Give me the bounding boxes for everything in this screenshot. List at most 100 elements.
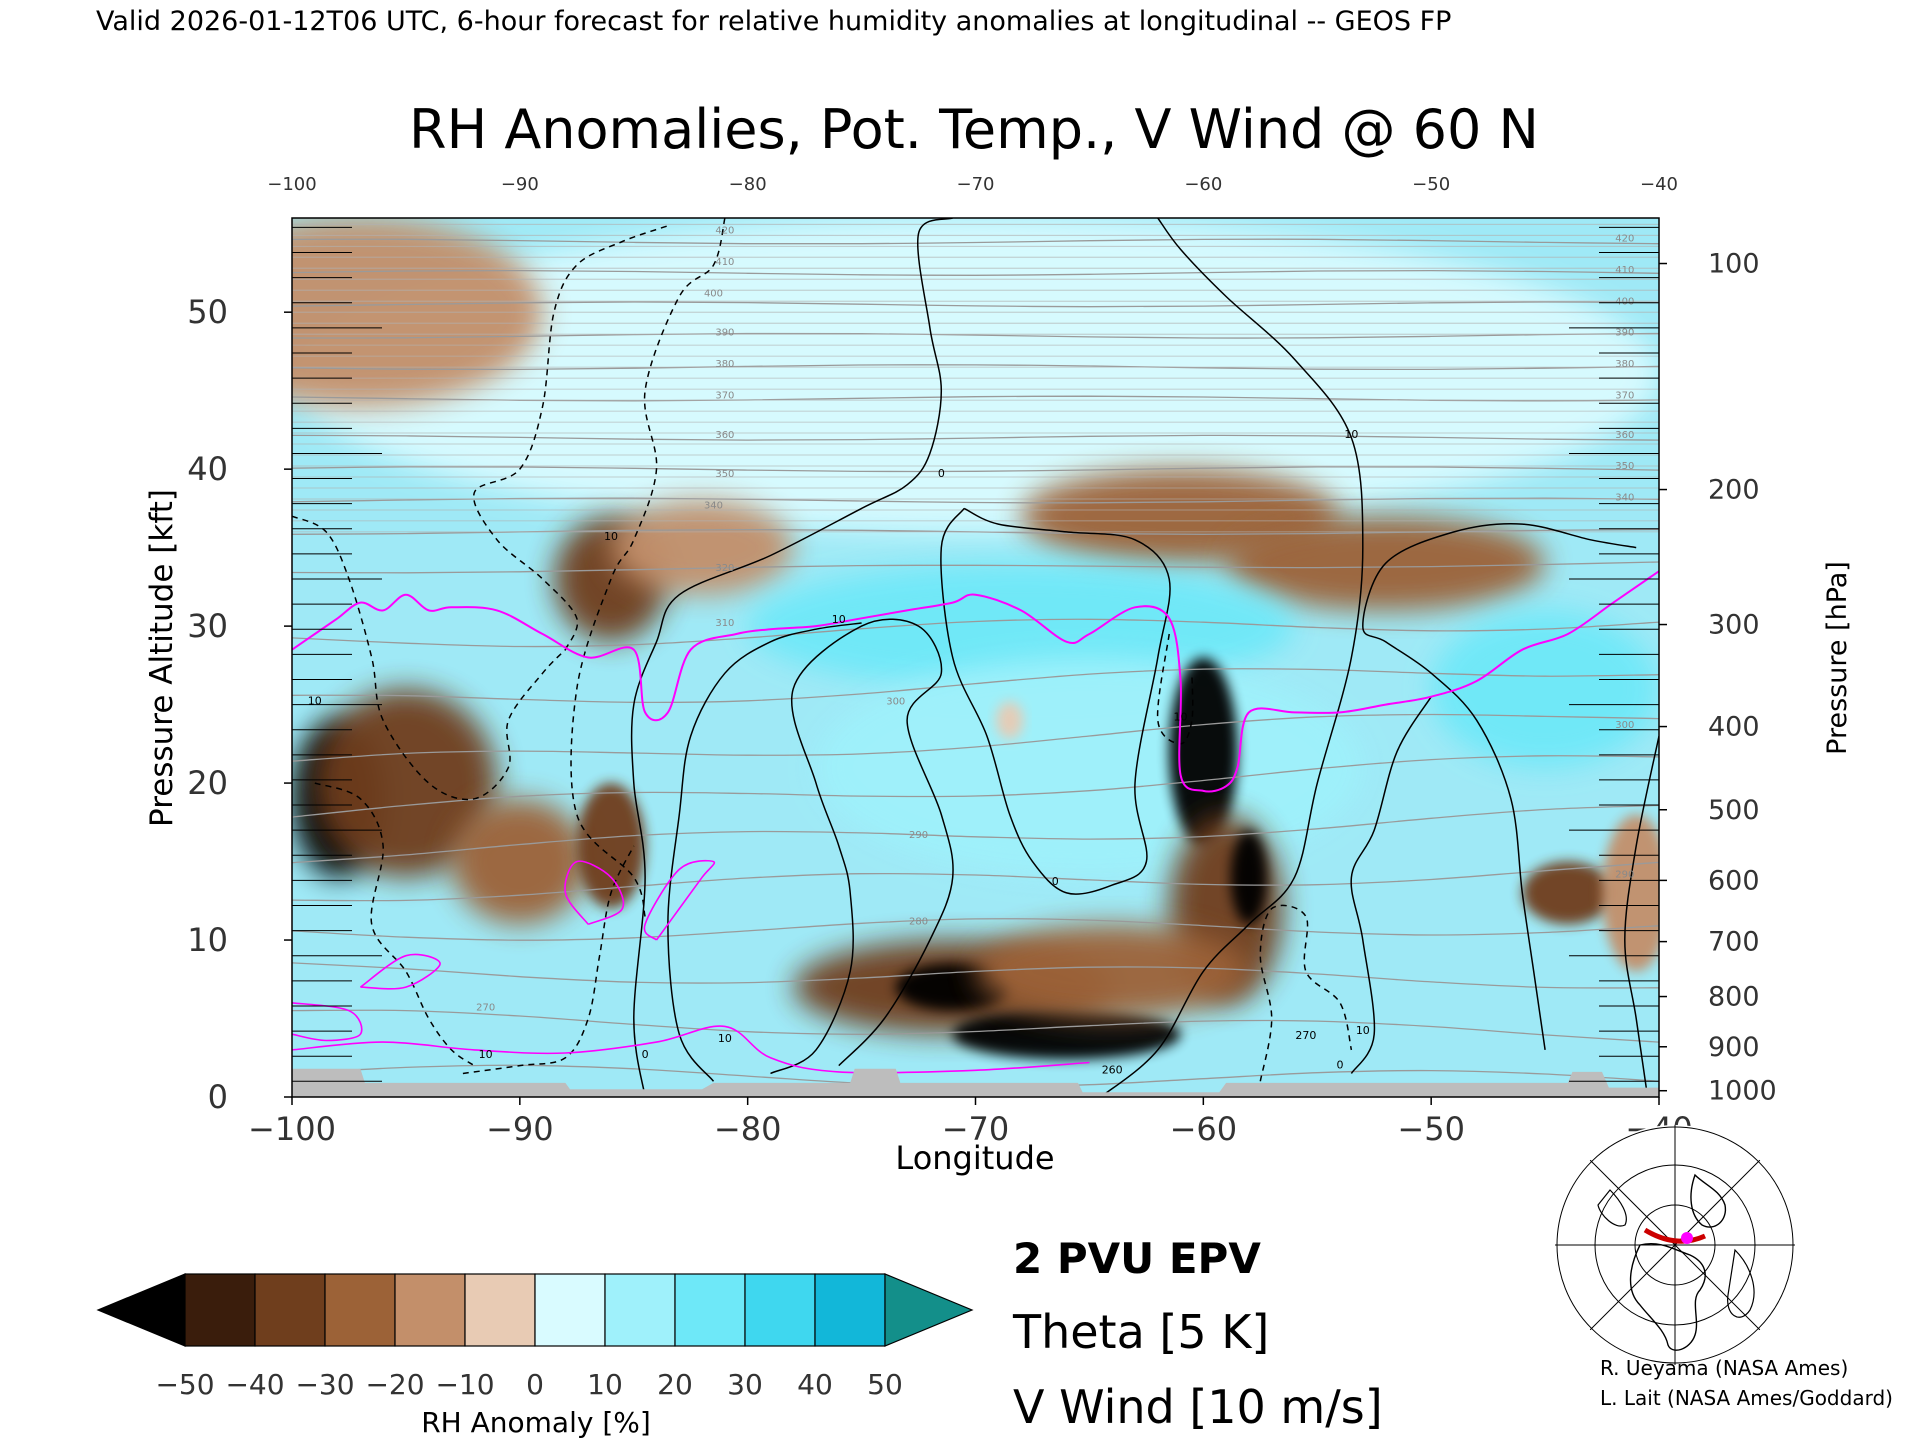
y-axis-altitude: 0 10 20 30 40 50 [187, 293, 292, 1116]
vwind-label-5: 10 [1356, 1024, 1370, 1037]
theta-contour-350 [292, 466, 1659, 473]
vwind-contour-10 [570, 218, 726, 917]
theta-label-12: 400 [704, 288, 723, 299]
x-tick-label-0: −100 [248, 1110, 336, 1148]
theta-contours [292, 223, 1659, 1088]
colorbar-segment-9 [814, 1273, 886, 1347]
theta-label-6: 340 [704, 500, 723, 511]
epv-island-0 [564, 860, 625, 926]
theta-label-7: 350 [715, 469, 734, 480]
vwind-contour-3 [1100, 218, 1364, 1097]
epv-island-3 [292, 1025, 1090, 1074]
colorbar-label: RH Anomaly [%] [421, 1406, 651, 1439]
colorbar-tick-label-7: 20 [657, 1368, 693, 1401]
pressure-tick-label-3: 700 [1708, 927, 1760, 958]
top-tick-label-1: −90 [501, 174, 539, 195]
x-tick-label-5: −50 [1397, 1110, 1465, 1148]
theta-label-23: 340 [1615, 493, 1634, 504]
theta-label-24: 300 [1615, 720, 1634, 731]
polar-map-icon [1555, 1125, 1795, 1365]
epv-island-4 [292, 1002, 363, 1042]
x-axis-label: Longitude [895, 1139, 1054, 1177]
theta-contour-390 [292, 332, 1659, 339]
colorbar-tick-label-9: 40 [797, 1368, 833, 1401]
vwind-label-11: 0 [642, 1048, 649, 1061]
top-tick-label-2: −80 [729, 174, 767, 195]
colorbar-tick-label-2: −30 [295, 1368, 354, 1401]
theta-label-22: 350 [1615, 461, 1634, 472]
colorbar-tick-label-8: 30 [727, 1368, 763, 1401]
terrain-fill [292, 1068, 1659, 1097]
vwind-contour-5 [1350, 696, 1432, 1074]
theta-label-16: 410 [1615, 265, 1634, 276]
pressure-tick-label-8: 200 [1708, 475, 1760, 506]
vwind-label-12: 270 [1295, 1029, 1316, 1042]
inner-pressure-ticks [292, 226, 1659, 1082]
theta-contour-285 [292, 861, 1659, 902]
vwind-contour-7 [1624, 735, 1659, 1097]
theta-label-1: 280 [909, 916, 928, 927]
colorbar-segment-0 [184, 1273, 256, 1347]
theta-label-15: 420 [1615, 234, 1634, 245]
colorbar-tick-label-5: 0 [526, 1368, 544, 1401]
top-tick-label-4: −60 [1184, 174, 1222, 195]
theta-label-11: 390 [715, 328, 734, 339]
vwind-contour-9 [472, 225, 669, 651]
valid-time-header: Valid 2026-01-12T06 UTC, 6-hour forecast… [96, 6, 1451, 37]
theta-contour-340 [292, 497, 1659, 504]
theta-label-13: 410 [715, 257, 734, 268]
epv-2pvu-contour [292, 570, 1659, 1074]
rh-blob-11 [451, 798, 589, 925]
theta-label-20: 370 [1615, 391, 1634, 402]
rh-blob-3 [610, 500, 794, 595]
theta-label-0: 270 [476, 1003, 495, 1014]
colorbar-segment-8 [744, 1273, 816, 1347]
pressure-tick-label-7: 300 [1708, 610, 1760, 641]
rh-blob-22 [996, 701, 1024, 740]
epv-2pvu-line [292, 570, 1659, 793]
theta-contour-280 [292, 918, 1659, 941]
theta-contour-295 [292, 755, 1659, 818]
y-tick-label-2: 20 [187, 764, 228, 802]
theta-contour-270 [292, 1009, 1659, 1043]
rh-blob-20 [1522, 861, 1614, 925]
y-axis-left-label: Pressure Altitude [kft] [144, 489, 180, 827]
legend-epv: 2 PVU EPV [1013, 1234, 1261, 1283]
theta-label-9: 370 [715, 391, 734, 402]
theta-contour-410 [292, 269, 1659, 276]
legend-vwind: V Wind [10 m/s] [1013, 1380, 1383, 1434]
colorbar-tick-label-3: −20 [365, 1368, 424, 1401]
contour-labels: 270 280 290 300 310 320 340 350 360 370 380 390 400 4… [308, 226, 1635, 1077]
pressure-tick-label-2: 800 [1708, 982, 1760, 1013]
x-tick-label-3: −70 [942, 1110, 1010, 1148]
vwind-contour-13 [1156, 633, 1194, 745]
y-tick-label-3: 30 [187, 607, 228, 645]
vwind-label-10: 0 [1337, 1059, 1344, 1072]
plot-area: 270 280 290 300 310 320 340 350 360 370 380 390 400 4… [292, 218, 1659, 1097]
legend: 2 PVU EPV Theta [5 K] V Wind [10 m/s] [1012, 1234, 1383, 1434]
rh-blob-21 [1602, 814, 1659, 972]
epv-island-2 [359, 953, 441, 990]
theta-label-2: 290 [909, 830, 928, 841]
x-tick-label-2: −80 [714, 1110, 782, 1148]
vwind-contour-4 [940, 507, 1171, 895]
colorbar-tick-label-0: −50 [155, 1368, 214, 1401]
colorbar-segment-6 [604, 1273, 676, 1347]
theta-label-5: 320 [715, 563, 734, 574]
theta-contour-400 [292, 301, 1659, 308]
vwind-contour-11 [462, 845, 635, 1075]
top-tick-label-6: −40 [1640, 174, 1678, 195]
theta-contour-290 [292, 804, 1659, 864]
theta-contour-300 [292, 713, 1659, 762]
vwind-contour-1 [667, 622, 862, 1082]
rh-blob-18 [952, 1009, 1181, 1060]
colorbar-segment-7 [674, 1273, 746, 1347]
vwind-label-3: 10 [604, 530, 618, 543]
top-tick-label-0: −100 [267, 174, 316, 195]
theta-label-14: 420 [715, 226, 734, 237]
colorbar-tick-label-4: −10 [435, 1368, 494, 1401]
colorbar-arrow-high [884, 1273, 974, 1347]
theta-contour-380 [292, 364, 1659, 371]
colorbar-segment-5 [534, 1273, 606, 1347]
